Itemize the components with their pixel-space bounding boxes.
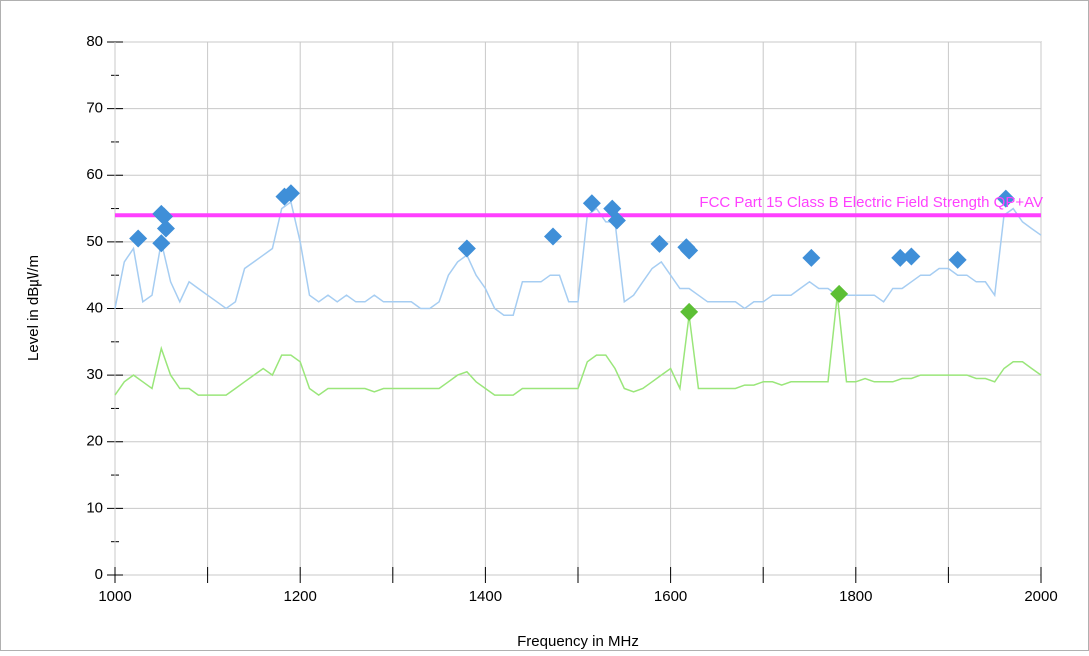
marker: [996, 189, 1015, 208]
limit-label: FCC Part 15 Class B Electric Field Stren…: [699, 194, 1043, 211]
y-tick-label: 30: [86, 366, 103, 383]
y-tick-label: 10: [86, 499, 103, 516]
marker: [680, 241, 699, 260]
x-tick-label: 1800: [839, 588, 872, 605]
plot: [114, 184, 1042, 397]
marker: [129, 229, 148, 248]
x-tick-label: 1000: [98, 588, 131, 605]
marker: [607, 211, 626, 230]
y-tick-label: 60: [86, 166, 103, 183]
x-axis-label: Frequency in MHz: [517, 633, 639, 650]
marker: [891, 248, 910, 267]
y-tick-label: 40: [86, 299, 103, 316]
y-tick-label: 50: [86, 233, 103, 250]
marker: [155, 207, 174, 226]
x-tick-label: 2000: [1024, 588, 1057, 605]
marker: [582, 194, 601, 213]
grid: [107, 41, 1042, 583]
marker: [156, 219, 175, 238]
y-axis-label: Level in dB㎶/m: [25, 255, 42, 361]
marker: [830, 284, 849, 303]
marker: [152, 234, 171, 253]
marker: [680, 302, 699, 321]
marker: [650, 234, 669, 253]
trace: [114, 295, 1042, 397]
y-tick-label: 70: [86, 100, 103, 117]
marker: [543, 227, 562, 246]
x-tick-label: 1400: [469, 588, 502, 605]
y-tick-label: 0: [95, 566, 103, 583]
y-tick-label: 80: [86, 33, 103, 50]
marker: [281, 184, 300, 203]
x-tick-label: 1200: [284, 588, 317, 605]
marker: [457, 239, 476, 258]
y-tick-label: 20: [86, 433, 103, 450]
trace: [114, 200, 1042, 316]
x-tick-label: 1600: [654, 588, 687, 605]
marker: [902, 247, 921, 266]
marker: [802, 248, 821, 267]
marker: [948, 250, 967, 269]
